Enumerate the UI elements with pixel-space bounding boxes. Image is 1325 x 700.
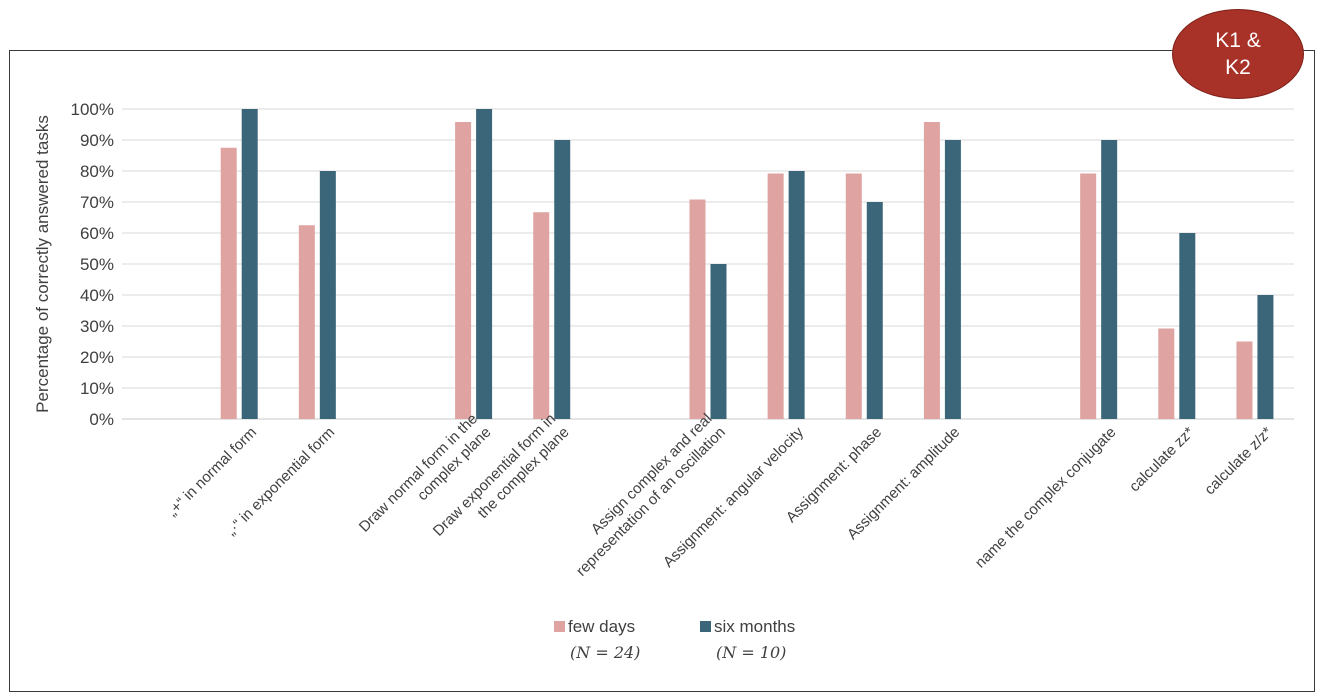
badge-label: K1 & K2	[1215, 29, 1261, 79]
y-tick-label: 80%	[80, 162, 114, 181]
bar-six-months-12	[1101, 140, 1118, 419]
x-tick-label: Draw normal form in thecomplex plane	[356, 410, 495, 549]
legend-swatch-few-days	[554, 621, 565, 632]
y-tick-label: 100%	[71, 100, 114, 119]
y-tick-label: 20%	[80, 348, 114, 367]
bar-few-days-9	[845, 173, 862, 419]
legend-swatch-six-months	[700, 621, 711, 632]
y-tick-label: 0%	[89, 410, 114, 429]
bar-few-days-10	[923, 122, 940, 420]
bar-few-days-13	[1158, 328, 1175, 419]
legend-label-few-days: few days	[568, 617, 635, 636]
y-tick-label: 50%	[80, 255, 114, 274]
bar-few-days-1	[220, 147, 237, 419]
chart-frame: Percentage of correctly answered tasks 0%…	[9, 50, 1315, 692]
y-tick-label: 60%	[80, 224, 114, 243]
y-axis-label: Percentage of correctly answered tasks	[33, 115, 52, 413]
bar-few-days-5	[533, 212, 550, 419]
bar-six-months-8	[788, 171, 805, 419]
y-tick-label: 90%	[80, 131, 114, 150]
legend-label-six-months: six months	[714, 617, 795, 636]
bar-six-months-5	[554, 140, 571, 419]
x-tick-label: name the complex conjugate	[972, 424, 1120, 572]
bar-six-months-7	[710, 264, 727, 419]
bar-six-months-14	[1257, 295, 1274, 419]
bar-six-months-9	[866, 202, 883, 419]
y-tick-label: 30%	[80, 317, 114, 336]
k1-k2-badge: K1 & K2	[1172, 9, 1304, 99]
legend-sub-six-months: (N = 10)	[716, 643, 786, 662]
y-tick-label: 10%	[80, 379, 114, 398]
x-tick-label: calculate zz*	[1126, 424, 1198, 496]
bar-few-days-8	[767, 173, 784, 419]
y-tick-label: 70%	[80, 193, 114, 212]
bar-few-days-14	[1236, 341, 1253, 419]
bar-six-months-10	[944, 140, 961, 419]
bar-few-days-2	[298, 225, 315, 419]
bar-few-days-4	[455, 122, 472, 420]
bar-chart: Percentage of correctly answered tasks 0%…	[33, 100, 1294, 662]
y-tick-label: 40%	[80, 286, 114, 305]
legend-sub-few-days: (N = 24)	[570, 643, 640, 662]
bar-six-months-2	[319, 171, 336, 419]
x-tick-label: Assign complex and realrepresentation of…	[559, 410, 728, 579]
bar-few-days-12	[1080, 173, 1097, 419]
bar-six-months-1	[241, 109, 258, 419]
bar-six-months-4	[476, 109, 493, 419]
bar-six-months-13	[1179, 233, 1196, 419]
bar-few-days-7	[689, 199, 706, 419]
x-tick-label: calculate z/z*	[1201, 424, 1276, 499]
